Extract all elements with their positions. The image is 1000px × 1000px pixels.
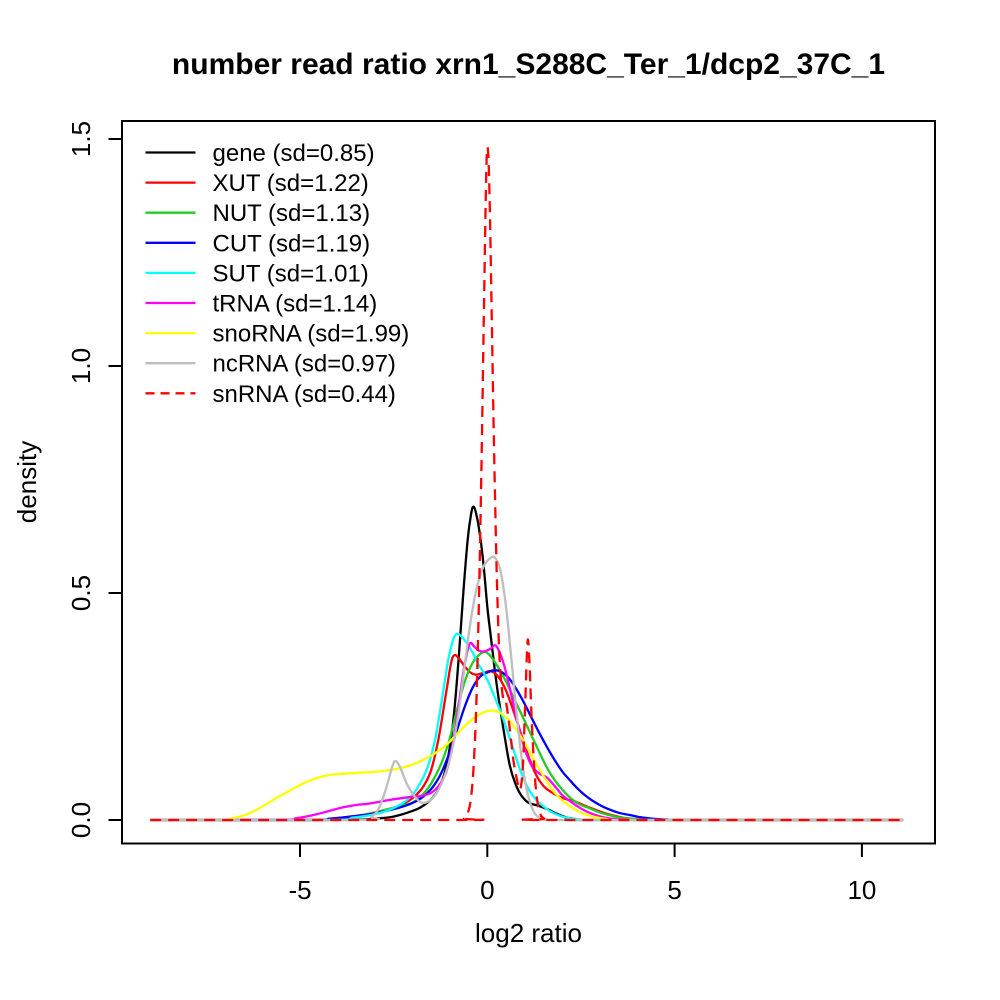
x-tick-label: 0: [480, 875, 494, 905]
legend-label-gene: gene (sd=0.85): [213, 140, 375, 167]
chart-title: number read ratio xrn1_S288C_Ter_1/dcp2_…: [172, 48, 885, 81]
y-tick-label: 1.5: [66, 121, 96, 157]
legend-label-SUT: SUT (sd=1.01): [213, 260, 369, 287]
legend-label-CUT: CUT (sd=1.19): [213, 230, 371, 257]
legend-label-ncRNA: ncRNA (sd=0.97): [213, 351, 396, 378]
y-tick-label: 0.0: [66, 802, 96, 838]
y-axis-label: density: [12, 441, 42, 523]
density-curve-snRNA: [150, 146, 904, 822]
density-curve-ncRNA: [150, 555, 904, 822]
density-curve-snoRNA: [150, 709, 904, 822]
legend-label-snRNA: snRNA (sd=0.44): [213, 381, 396, 408]
y-tick-label: 1.0: [66, 348, 96, 384]
x-tick-label: -5: [288, 875, 311, 905]
plot-box: [121, 120, 936, 845]
density-curve-tRNA: [150, 641, 904, 822]
legend-label-tRNA: tRNA (sd=1.14): [213, 291, 378, 318]
x-tick-label: 10: [847, 875, 876, 905]
x-tick-label: 5: [667, 875, 681, 905]
legend-label-XUT: XUT (sd=1.22): [213, 170, 369, 197]
density-curve-gene: [150, 505, 904, 822]
legend-label-NUT: NUT (sd=1.13): [213, 200, 371, 227]
plot-dynamic-content: -5 0 5 10 0.0 0.5 1.0 1.5 gene (sd=0.85) XUT (sd=…: [66, 120, 936, 905]
y-tick-label: 0.5: [66, 575, 96, 611]
x-axis-label: log2 ratio: [475, 918, 582, 948]
legend-label-snoRNA: snoRNA (sd=1.99): [213, 321, 410, 348]
